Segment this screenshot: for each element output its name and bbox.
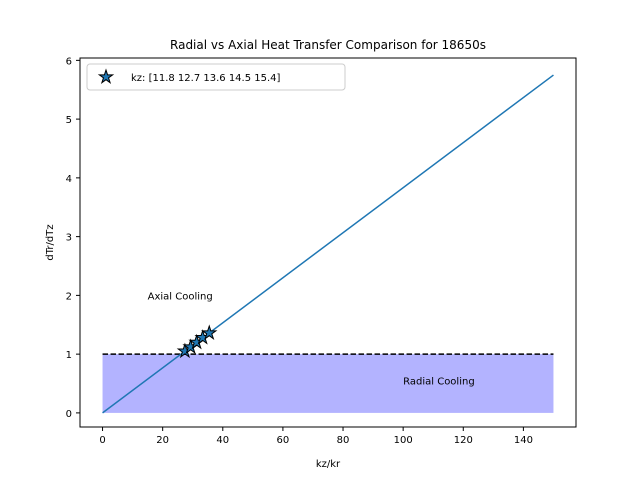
plot-frame — [79, 57, 577, 428]
chart-title: Radial vs Axial Heat Transfer Comparison… — [170, 38, 486, 52]
annotation-label: Axial Cooling — [148, 291, 213, 302]
y-tick-label: 0 — [66, 409, 72, 420]
x-tick-label: 140 — [514, 435, 533, 446]
y-tick-label: 5 — [66, 115, 72, 126]
series-line — [102, 74, 554, 414]
y-axis-label: dTr/dTz — [45, 224, 56, 260]
x-tick-label: 80 — [337, 435, 350, 446]
y-tick-label: 3 — [66, 233, 72, 244]
y-tick-label: 6 — [66, 56, 72, 67]
y-tick-label: 2 — [66, 291, 72, 302]
annotation-label: Radial Cooling — [403, 377, 475, 388]
x-tick-label: 20 — [156, 435, 169, 446]
x-tick-label: 60 — [277, 435, 290, 446]
legend-marker — [97, 68, 115, 84]
x-axis-label: kz/kr — [316, 459, 341, 470]
radial-cooling-region — [102, 354, 554, 413]
x-tick-label: 100 — [394, 435, 413, 446]
y-tick-label: 4 — [66, 174, 72, 185]
legend-box — [86, 63, 346, 91]
x-tick-label: 40 — [216, 435, 229, 446]
x-tick-label: 0 — [99, 435, 105, 446]
legend-label: kz: [11.8 12.7 13.6 14.5 15.4] — [131, 73, 281, 84]
x-tick-label: 120 — [454, 435, 473, 446]
scatter-point — [201, 324, 218, 340]
y-tick-label: 1 — [66, 350, 72, 361]
